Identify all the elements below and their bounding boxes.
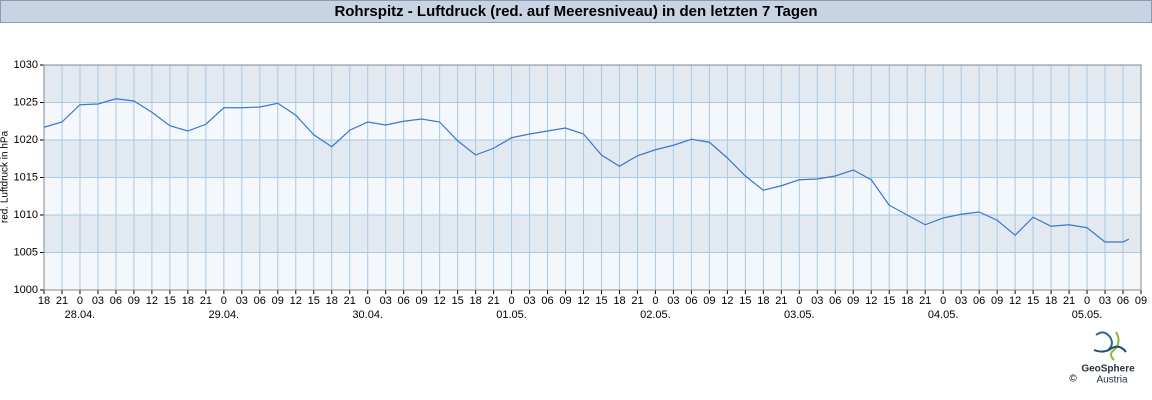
- x-tick-label: 09: [416, 295, 428, 307]
- x-tick-label: 15: [595, 295, 607, 307]
- y-tick-label: 1000: [14, 284, 38, 296]
- x-tick-label: 0: [1084, 295, 1090, 307]
- x-tick-label: 06: [973, 295, 985, 307]
- x-date-label: 30.04.: [352, 309, 383, 321]
- x-tick-label: 21: [56, 295, 68, 307]
- x-tick-label: 18: [757, 295, 769, 307]
- x-tick-label: 0: [652, 295, 658, 307]
- y-tick-label: 1010: [14, 209, 38, 221]
- x-tick-label: 03: [1099, 295, 1111, 307]
- x-tick-label: 09: [272, 295, 284, 307]
- y-axis-label: red. Luftdruck in hPa: [0, 130, 11, 223]
- data-line: [43, 98, 1130, 243]
- x-tick-label: 0: [796, 295, 802, 307]
- y-tick-label: 1015: [14, 171, 38, 183]
- logo-name: GeoSphere: [1081, 364, 1135, 375]
- x-tick-label: 09: [128, 295, 140, 307]
- y-tick-label: 1025: [14, 96, 38, 108]
- y-tick-label: 1030: [14, 59, 38, 71]
- y-tick-label: 1005: [14, 246, 38, 258]
- x-tick-label: 15: [739, 295, 751, 307]
- x-date-label: 05.05.: [1072, 309, 1103, 321]
- x-tick-label: 09: [847, 295, 859, 307]
- plot-border: [43, 64, 1142, 291]
- x-tick-label: 03: [236, 295, 248, 307]
- x-tick-label: 18: [901, 295, 913, 307]
- x-tick-label: 12: [865, 295, 877, 307]
- x-tick-label: 18: [38, 295, 50, 307]
- grid-band: [44, 140, 1141, 178]
- x-tick-label: 06: [398, 295, 410, 307]
- x-tick-label: 15: [883, 295, 895, 307]
- x-tick-label: 18: [613, 295, 625, 307]
- x-tick-label: 0: [509, 295, 515, 307]
- x-date-label: 03.05.: [784, 309, 815, 321]
- x-tick-label: 03: [667, 295, 679, 307]
- x-tick-label: 0: [77, 295, 83, 307]
- x-date-label: 02.05.: [640, 309, 671, 321]
- grid-band: [44, 215, 1141, 253]
- x-tick-label: 12: [1009, 295, 1021, 307]
- x-tick-label: 15: [308, 295, 320, 307]
- x-tick-label: 21: [487, 295, 499, 307]
- x-tick-label: 03: [523, 295, 535, 307]
- x-tick-label: 21: [200, 295, 212, 307]
- x-tick-label: 06: [110, 295, 122, 307]
- logo-mark: [1093, 345, 1127, 353]
- logo-sub: Austria: [1096, 375, 1128, 386]
- x-date-label: 01.05.: [496, 309, 527, 321]
- x-tick-label: 18: [469, 295, 481, 307]
- x-tick-label: 21: [631, 295, 643, 307]
- logo-mark: [1110, 331, 1120, 361]
- x-tick-label: 21: [775, 295, 787, 307]
- x-tick-label: 12: [146, 295, 158, 307]
- x-tick-label: 0: [221, 295, 227, 307]
- x-tick-label: 18: [182, 295, 194, 307]
- grid-band: [44, 65, 1141, 103]
- x-tick-label: 12: [290, 295, 302, 307]
- x-tick-label: 21: [1063, 295, 1075, 307]
- x-tick-label: 09: [559, 295, 571, 307]
- x-tick-label: 21: [919, 295, 931, 307]
- copyright: ©: [1069, 374, 1077, 385]
- x-tick-label: 0: [365, 295, 371, 307]
- logo-mark: [1095, 331, 1113, 352]
- x-tick-label: 21: [344, 295, 356, 307]
- x-tick-label: 12: [721, 295, 733, 307]
- x-tick-label: 06: [1117, 295, 1129, 307]
- x-tick-label: 09: [703, 295, 715, 307]
- x-tick-label: 18: [1045, 295, 1057, 307]
- x-tick-label: 15: [1027, 295, 1039, 307]
- x-date-label: 04.05.: [928, 309, 959, 321]
- x-tick-label: 12: [577, 295, 589, 307]
- x-tick-label: 03: [380, 295, 392, 307]
- x-tick-label: 03: [92, 295, 104, 307]
- x-date-label: 29.04.: [209, 309, 240, 321]
- x-tick-label: 06: [829, 295, 841, 307]
- logo: [1093, 331, 1127, 361]
- x-tick-label: 18: [326, 295, 338, 307]
- x-tick-label: 15: [164, 295, 176, 307]
- chart-title: Rohrspitz - Luftdruck (red. auf Meeresni…: [334, 3, 817, 20]
- x-tick-label: 06: [254, 295, 266, 307]
- x-tick-label: 12: [434, 295, 446, 307]
- x-tick-label: 09: [991, 295, 1003, 307]
- x-tick-label: 09: [1135, 295, 1147, 307]
- x-tick-label: 06: [685, 295, 697, 307]
- x-tick-label: 06: [541, 295, 553, 307]
- x-date-label: 28.04.: [65, 309, 96, 321]
- x-tick-label: 03: [811, 295, 823, 307]
- x-tick-label: 15: [451, 295, 463, 307]
- y-tick-label: 1020: [14, 134, 38, 146]
- x-tick-label: 0: [940, 295, 946, 307]
- x-tick-label: 03: [955, 295, 967, 307]
